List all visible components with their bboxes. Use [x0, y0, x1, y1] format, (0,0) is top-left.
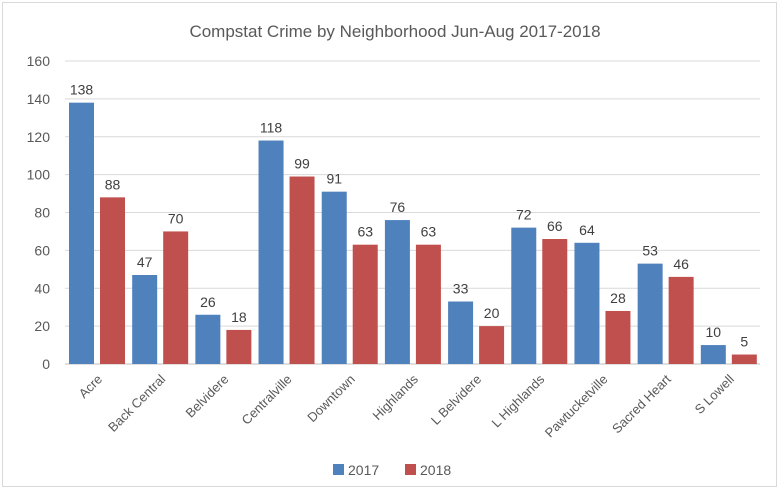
x-tick-label: Downtown	[304, 372, 358, 426]
y-tick-label: 160	[27, 53, 51, 69]
data-label: 46	[673, 256, 689, 272]
bar-2017	[69, 102, 94, 364]
x-tick-label: L Highlands	[489, 371, 548, 430]
bar-2018	[163, 231, 189, 364]
data-label: 26	[200, 294, 216, 310]
y-tick-label: 40	[34, 280, 50, 296]
data-label: 63	[357, 224, 373, 240]
bar-2018	[100, 197, 125, 364]
data-label: 10	[706, 324, 722, 340]
y-axis-ticks: 0 20 40 60 80 100 120 140 160	[27, 53, 51, 372]
bar-2018	[605, 310, 631, 364]
y-tick-label: 60	[34, 242, 50, 258]
x-axis-ticks: Acre Back Central Belvidere Centralville Dow…	[76, 371, 737, 440]
bar-2018	[352, 244, 378, 364]
data-label: 53	[642, 243, 658, 259]
bar-2018	[479, 326, 505, 364]
bars	[69, 102, 757, 364]
y-tick-label: 80	[34, 205, 50, 221]
legend-label: 2018	[420, 462, 451, 478]
data-label: 47	[137, 254, 153, 270]
x-tick-label: Pawtucketville	[542, 372, 611, 441]
bar-2018	[226, 329, 252, 364]
bar-2017	[195, 314, 221, 364]
bar-2018	[542, 239, 568, 364]
x-tick-label: Back Central	[105, 371, 168, 434]
legend-swatch	[333, 464, 344, 475]
bar-2017	[700, 345, 726, 364]
bar-2017	[321, 191, 347, 364]
data-label: 99	[294, 156, 310, 172]
data-label: 28	[610, 290, 626, 306]
x-tick-label: Highlands	[370, 371, 422, 423]
data-label: 76	[390, 199, 406, 215]
legend: 2017 2018	[333, 462, 451, 478]
chart-title: Compstat Crime by Neighborhood Jun-Aug 2…	[189, 22, 600, 41]
x-tick-label: L Belvidere	[428, 372, 484, 428]
x-tick-label: Sacred Heart	[609, 371, 674, 436]
data-label: 91	[326, 171, 342, 187]
legend-label: 2017	[348, 462, 379, 478]
x-tick-label: Centralville	[239, 372, 295, 428]
bar-2017	[258, 140, 284, 364]
y-tick-label: 100	[27, 167, 51, 183]
data-label: 63	[421, 224, 437, 240]
bar-2018	[668, 276, 694, 364]
data-labels: 138 88 47 70 26 18 118 99 91 63 76 63 33 20 72 66 64 28 53…	[70, 82, 749, 350]
bar-2017	[132, 274, 158, 364]
y-tick-label: 120	[27, 129, 51, 145]
bar-2018	[289, 176, 315, 364]
y-tick-label: 20	[34, 318, 50, 334]
data-label: 20	[484, 305, 500, 321]
data-label: 88	[105, 176, 121, 192]
data-label: 118	[260, 120, 283, 136]
data-label: 18	[231, 309, 247, 325]
data-label: 138	[70, 82, 94, 98]
bar-2017	[511, 227, 537, 364]
bar-2018	[731, 354, 757, 364]
data-label: 70	[168, 210, 184, 226]
data-label: 64	[579, 222, 595, 238]
y-tick-label: 140	[27, 91, 51, 107]
x-tick-label: Belvidere	[183, 372, 232, 421]
data-label: 5	[740, 334, 748, 350]
data-label: 72	[516, 207, 532, 223]
data-label: 66	[547, 218, 563, 234]
x-tick-label: Acre	[76, 372, 106, 402]
data-label: 33	[453, 281, 469, 297]
legend-swatch	[405, 464, 416, 475]
bar-2017	[448, 301, 474, 364]
bar-2017	[637, 263, 663, 364]
bar-2017	[574, 242, 600, 364]
y-tick-label: 0	[42, 356, 50, 372]
bar-2017	[384, 220, 410, 364]
bar-2018	[415, 244, 441, 364]
x-tick-label: S Lowell	[692, 371, 737, 416]
